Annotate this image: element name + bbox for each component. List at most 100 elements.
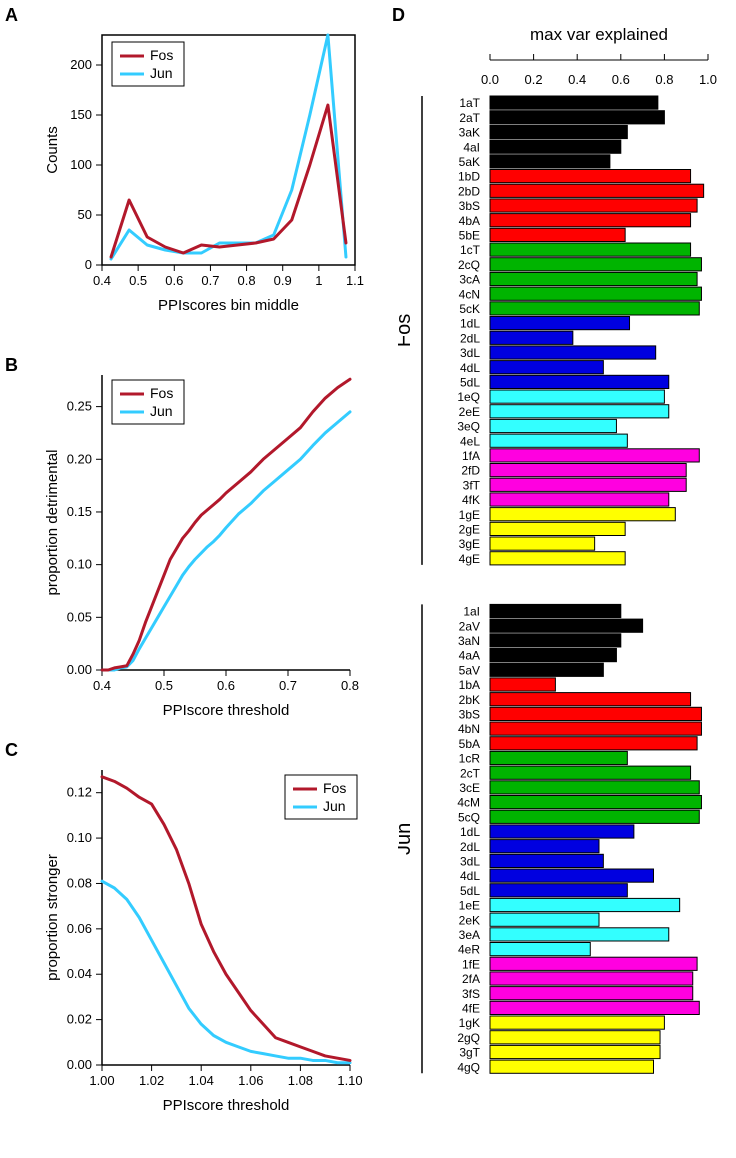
bar-label: 2dL <box>460 840 480 854</box>
bar-label: 2aV <box>459 619 480 633</box>
bar <box>490 898 680 911</box>
svg-text:0.5: 0.5 <box>129 273 147 288</box>
bar-label: 2aT <box>459 111 480 125</box>
bar <box>490 111 664 124</box>
bar-label: 3dL <box>460 346 480 360</box>
bar-label: 4cN <box>459 287 480 301</box>
bar <box>490 243 691 256</box>
bar-label: 5aV <box>459 663 480 677</box>
bar-label: 1bD <box>458 170 480 184</box>
bar <box>490 678 555 691</box>
bar <box>490 287 701 300</box>
svg-text:150: 150 <box>70 107 92 122</box>
bar <box>490 796 701 809</box>
bar-label: 2gE <box>459 523 480 537</box>
panel-b: 0.40.50.60.70.80.000.050.100.150.200.25P… <box>40 365 370 725</box>
bar-label: 5cK <box>459 302 480 316</box>
svg-text:Fos: Fos <box>323 780 346 796</box>
svg-text:1.06: 1.06 <box>238 1073 263 1088</box>
svg-text:1.10: 1.10 <box>337 1073 362 1088</box>
bar <box>490 869 654 882</box>
svg-text:1.1: 1.1 <box>346 273 364 288</box>
bar-label: 3fS <box>462 987 480 1001</box>
panel-letter-b: B <box>5 355 18 376</box>
bar-label: 2eE <box>459 405 480 419</box>
bar-label: 1eE <box>459 899 480 913</box>
bar <box>490 508 675 521</box>
bar <box>490 155 610 168</box>
bar-label: 3eQ <box>457 420 480 434</box>
svg-text:0.7: 0.7 <box>279 678 297 693</box>
svg-text:0.7: 0.7 <box>201 273 219 288</box>
bar-label: 4fK <box>462 493 480 507</box>
bar <box>490 693 691 706</box>
bar-label: 4fE <box>462 1002 480 1016</box>
svg-text:1: 1 <box>315 273 322 288</box>
svg-text:0.06: 0.06 <box>67 921 92 936</box>
svg-text:0.08: 0.08 <box>67 875 92 890</box>
bar <box>490 737 697 750</box>
bar <box>490 1031 660 1044</box>
bar <box>490 1060 654 1073</box>
bar-label: 2bK <box>459 693 480 707</box>
bar-label: 4bN <box>458 722 480 736</box>
svg-text:max var explained: max var explained <box>530 25 668 44</box>
bar-label: 3gT <box>459 1046 480 1060</box>
bar-label: 1gK <box>459 1016 480 1030</box>
svg-text:0.00: 0.00 <box>67 1057 92 1072</box>
bar <box>490 170 691 183</box>
svg-text:0.04: 0.04 <box>67 966 92 981</box>
svg-text:1.02: 1.02 <box>139 1073 164 1088</box>
bar <box>490 722 701 735</box>
bar-label: 2fD <box>461 464 480 478</box>
svg-text:0.6: 0.6 <box>217 678 235 693</box>
bar-label: 1bA <box>459 678 480 692</box>
svg-text:0.00: 0.00 <box>67 662 92 677</box>
bar-label: 5aK <box>459 155 480 169</box>
bar <box>490 272 697 285</box>
bar-label: 1aI <box>463 605 480 619</box>
svg-text:0.20: 0.20 <box>67 451 92 466</box>
bar-label: 4aA <box>459 649 480 663</box>
bar <box>490 751 627 764</box>
bar <box>490 707 701 720</box>
bar-label: 5dL <box>460 884 480 898</box>
bar-label: 2cQ <box>458 258 480 272</box>
svg-text:PPIscores bin middle: PPIscores bin middle <box>158 297 299 314</box>
bar-label: 4bA <box>459 214 480 228</box>
svg-text:1.00: 1.00 <box>89 1073 114 1088</box>
group-label: Jun <box>398 823 415 855</box>
bar-label: 4dL <box>460 361 480 375</box>
svg-text:0.25: 0.25 <box>67 399 92 414</box>
svg-text:0.6: 0.6 <box>165 273 183 288</box>
svg-text:Fos: Fos <box>150 385 173 401</box>
bar-label: 1eQ <box>457 390 480 404</box>
bar <box>490 434 627 447</box>
bar-label: 2gQ <box>457 1031 480 1045</box>
bar <box>490 766 691 779</box>
bar-label: 4gE <box>459 552 480 566</box>
bar <box>490 619 643 632</box>
svg-text:PPIscore threshold: PPIscore threshold <box>163 1097 290 1114</box>
bar <box>490 346 656 359</box>
bar <box>490 634 621 647</box>
bar-label: 1fA <box>462 449 480 463</box>
bar-label: 2eK <box>459 913 480 927</box>
svg-text:0.02: 0.02 <box>67 1012 92 1027</box>
bar-label: 4gQ <box>457 1060 480 1074</box>
svg-text:0.6: 0.6 <box>612 72 630 87</box>
svg-text:Jun: Jun <box>150 65 173 81</box>
svg-text:200: 200 <box>70 57 92 72</box>
bar <box>490 825 634 838</box>
bar <box>490 604 621 617</box>
panel-letter-a: A <box>5 5 18 26</box>
bar <box>490 957 697 970</box>
bar <box>490 405 669 418</box>
svg-text:0.15: 0.15 <box>67 504 92 519</box>
bar-label: 2bD <box>458 184 480 198</box>
bar <box>490 552 625 565</box>
bar <box>490 854 603 867</box>
bar-label: 1gE <box>459 508 480 522</box>
svg-text:Counts: Counts <box>44 126 61 174</box>
bar <box>490 522 625 535</box>
